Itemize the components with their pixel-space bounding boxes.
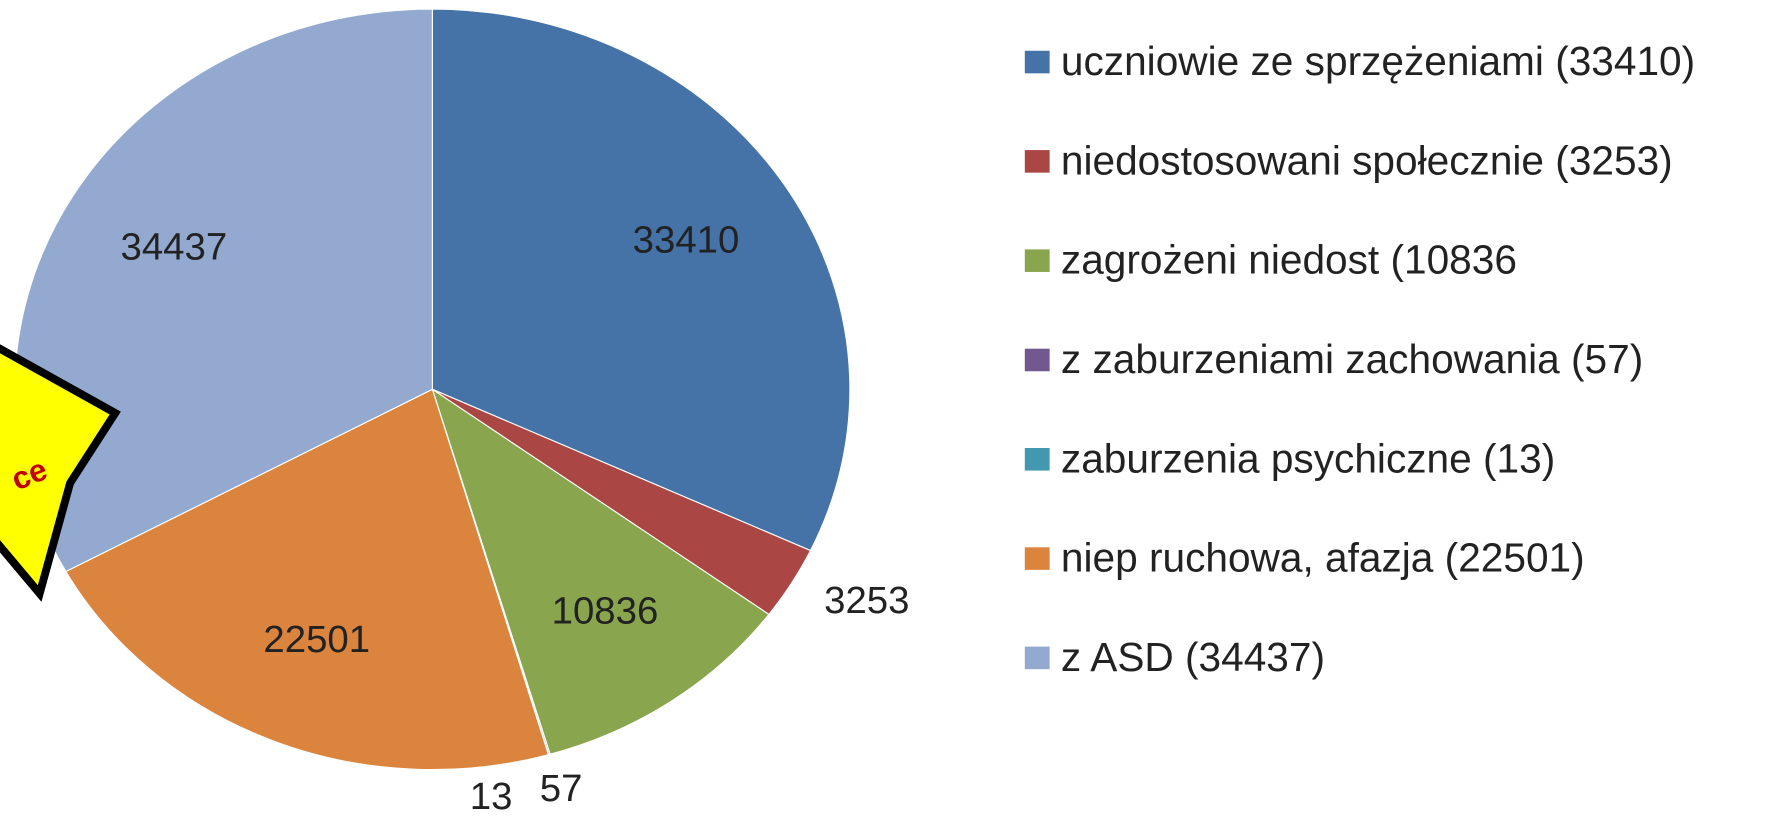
legend-swatch bbox=[1025, 349, 1050, 372]
data-label: 10836 bbox=[552, 590, 659, 633]
data-label: 13 bbox=[470, 775, 513, 817]
legend-swatch bbox=[1025, 647, 1050, 670]
legend-label: niep ruchowa, afazja (22501) bbox=[1061, 535, 1585, 581]
data-label: 33410 bbox=[633, 219, 740, 262]
pie bbox=[15, 9, 850, 770]
legend-swatch bbox=[1025, 249, 1050, 272]
legend-label: z ASD (34437) bbox=[1061, 634, 1325, 680]
legend-label: zagrożeni niedost (10836 bbox=[1061, 237, 1517, 283]
legend-label: uczniowie ze sprzężeniami (33410) bbox=[1061, 38, 1695, 84]
legend-label: niedostosowani społecznie (3253) bbox=[1061, 137, 1673, 183]
legend-swatch bbox=[1025, 150, 1050, 173]
legend-label: z zaburzeniami zachowania (57) bbox=[1061, 336, 1643, 382]
data-label: 57 bbox=[540, 767, 583, 810]
legend-label: zaburzenia psychiczne (13) bbox=[1061, 435, 1555, 481]
data-label: 3253 bbox=[824, 579, 909, 622]
data-label: 34437 bbox=[121, 226, 228, 269]
legend: uczniowie ze sprzężeniami (33410) niedost… bbox=[1025, 38, 1695, 680]
legend-swatch bbox=[1025, 51, 1050, 74]
chart: 33410 3253 10836 57 13 22501 34437 uczniowie z… bbox=[0, 0, 1772, 817]
legend-swatch bbox=[1025, 547, 1050, 570]
data-label: 22501 bbox=[263, 618, 370, 661]
legend-swatch bbox=[1025, 448, 1050, 471]
